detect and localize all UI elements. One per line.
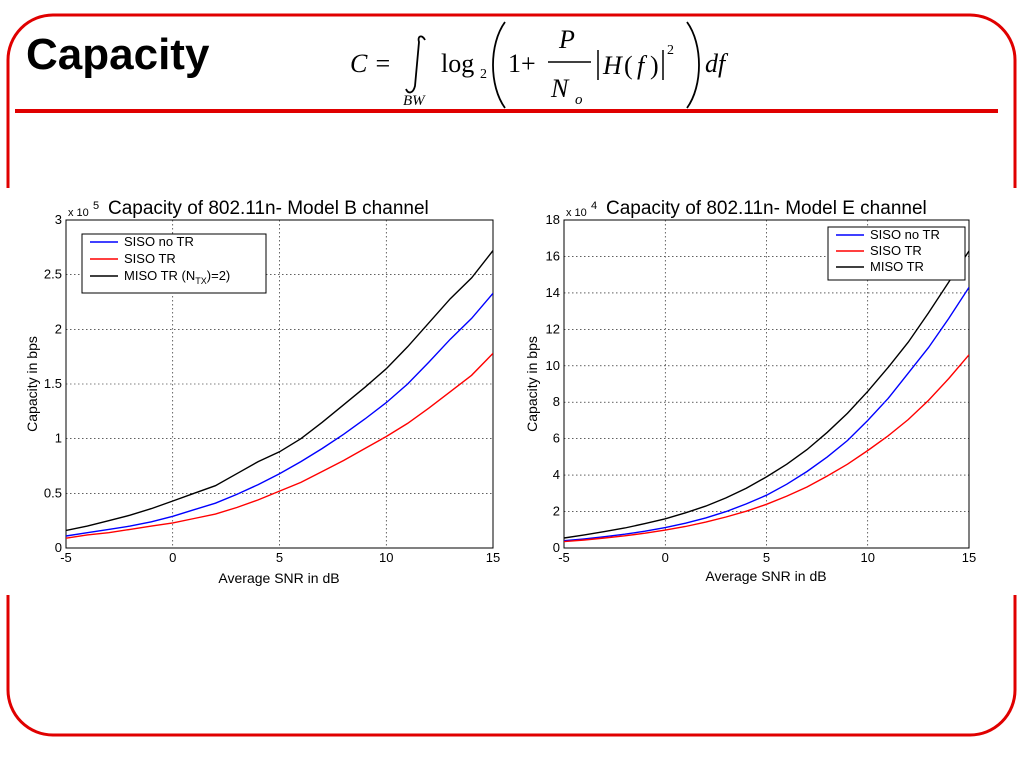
formula-one-plus: 1+ [508, 49, 536, 78]
formula-df: df [705, 49, 729, 78]
frame-top-arc [6, 13, 1017, 188]
series-line-miso-tr [564, 250, 969, 539]
legend-entries: SISO no TR SISO TR MISO TR (NTX)=2) [90, 234, 230, 286]
page-title: Capacity [26, 30, 210, 79]
paren-close-small: ) [650, 51, 659, 80]
legend-label: SISO no TR [870, 227, 940, 242]
x-tick-label: 15 [962, 550, 976, 565]
x-tick-label: 10 [379, 550, 393, 565]
y-tick-label: 0 [553, 540, 560, 555]
legend-box [81, 233, 267, 294]
formula-denominator: N [550, 74, 570, 103]
chart-model-b: x 10 5 Capacity of 802.11n- Model B chan… [24, 198, 500, 586]
y-tick-label: 14 [546, 285, 560, 300]
series-line-siso-tr [564, 354, 969, 543]
y-multiplier-exp: 4 [591, 200, 597, 212]
y-tick-label: 3 [55, 212, 62, 227]
y-multiplier-base: x 10 [68, 207, 89, 219]
legend-label: SISO TR [124, 251, 176, 266]
y-tick-label: 0 [55, 540, 62, 555]
formula-numerator: P [558, 25, 575, 54]
x-axis-label: Average SNR in dB [705, 568, 826, 584]
y-tick-label: 2 [553, 504, 560, 519]
x-tick-label: -5 [60, 550, 72, 565]
y-multiplier-base: x 10 [566, 207, 587, 219]
chart-model-e: x 10 4 Capacity of 802.11n- Model E chan… [524, 198, 977, 584]
x-axis-label: Average SNR in dB [218, 570, 339, 586]
integral-sign [405, 35, 426, 94]
series-lines [564, 250, 969, 543]
y-tick-label: 6 [553, 431, 560, 446]
formula-log: log [441, 49, 474, 78]
series-lines [66, 250, 493, 539]
big-left-paren [492, 21, 506, 109]
frame-bottom-arc [6, 595, 1017, 737]
y-axis-label: Capacity in bps [24, 336, 40, 432]
x-tick-label: 0 [169, 550, 176, 565]
x-tick-label: 0 [662, 550, 669, 565]
y-axis-label: Capacity in bps [524, 336, 540, 432]
y-tick-label: 1 [55, 431, 62, 446]
formula-h: H [602, 51, 623, 80]
series-line-siso-no-tr [66, 292, 493, 537]
legend-label: SISO TR [870, 243, 922, 258]
formula-squared: 2 [667, 43, 674, 58]
formula-lhs: C = [350, 49, 391, 78]
y-tick-label: 1.5 [44, 376, 62, 391]
series-line-siso-no-tr [564, 287, 969, 542]
y-tick-label: 2 [55, 321, 62, 336]
grid [66, 220, 493, 548]
y-tick-label: 8 [553, 394, 560, 409]
legend-box [827, 226, 966, 281]
legend: SISO no TR SISO TR MISO TR (NTX)=2) [81, 233, 267, 294]
y-tick-label: 10 [546, 358, 560, 373]
chart-title: Capacity of 802.11n- Model E channel [606, 198, 927, 219]
y-tick-label: 0.5 [44, 485, 62, 500]
y-tick-label: 16 [546, 248, 560, 263]
legend-label: MISO TR (NTX)=2) [124, 268, 230, 286]
formula-log-base: 2 [480, 67, 487, 82]
chart-title: Capacity of 802.11n- Model B channel [108, 198, 429, 219]
legend-label: SISO no TR [124, 234, 194, 249]
x-tick-label: 15 [486, 550, 500, 565]
x-tick-label: 5 [276, 550, 283, 565]
y-tick-label: 18 [546, 212, 560, 227]
formula-denominator-sub: o [575, 92, 583, 108]
formula-integral-sub: BW [403, 93, 426, 109]
x-tick-label: 10 [861, 550, 875, 565]
legend-label: MISO TR [870, 259, 924, 274]
formula-f: f [637, 51, 648, 80]
capacity-formula: C = BW log 2 1+ P N o H ( f ) 2 df [350, 21, 729, 109]
x-tick-label: -5 [558, 550, 570, 565]
x-tick-label: 5 [763, 550, 770, 565]
big-right-paren [686, 21, 700, 109]
y-tick-label: 2.5 [44, 267, 62, 282]
paren-open-small: ( [624, 51, 633, 80]
y-tick-label: 12 [546, 321, 560, 336]
y-tick-label: 4 [553, 467, 560, 482]
series-line-siso-tr [66, 352, 493, 539]
series-line-miso-tr-ntx-2 [66, 250, 493, 532]
y-multiplier-exp: 5 [93, 200, 99, 212]
